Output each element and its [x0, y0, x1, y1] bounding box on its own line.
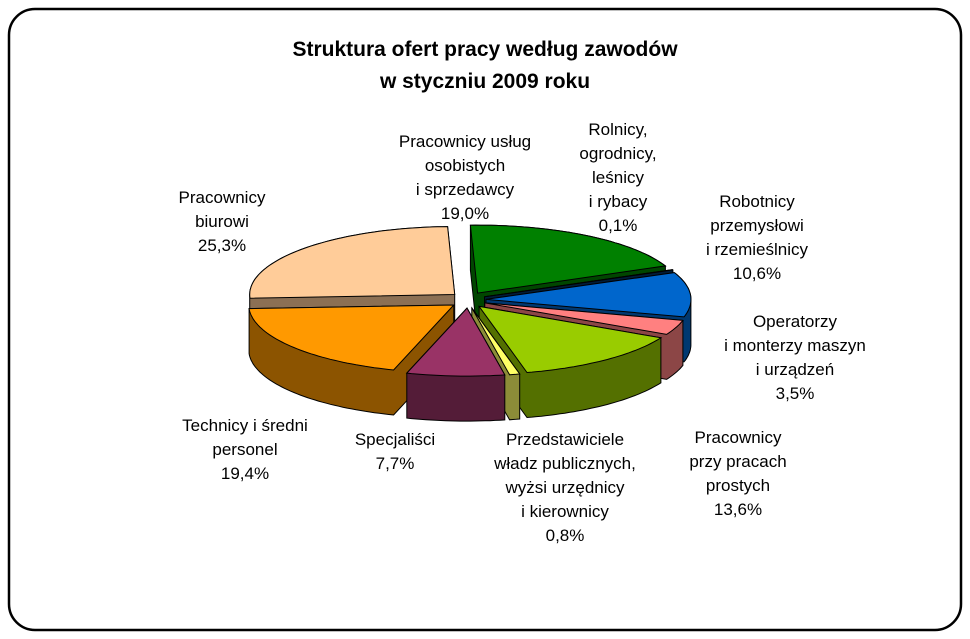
slice-top [405, 307, 506, 377]
category-label: Pracownicy usług osobistych i sprzedawcy [398, 132, 532, 199]
chart-title: Struktura ofert pracy według zawodów w s… [292, 38, 678, 93]
category-label: Operatorzy i monterzy maszyn i urządzeń [724, 312, 866, 379]
slice-top [469, 224, 667, 294]
category-label: Pracownicy biurowi [178, 188, 266, 231]
slice-top [484, 302, 684, 335]
value-label: 3,5% [775, 384, 815, 403]
slice-top [485, 272, 692, 318]
slice-label: Rolnicy, ogrodnicy, leśnicy i rybacy 0,1% [498, 118, 738, 238]
slice-label: Robotnicy przemysłowi i rzemieślnicy 10,6… [637, 190, 877, 286]
category-label: Specjaliści [354, 430, 436, 449]
slice-label: Specjaliści 7,7% [275, 428, 515, 476]
category-label: Robotnicy przemysłowi i rzemieślnicy [705, 192, 809, 259]
slice-label: Przedstawiciele władz publicznych, wyżsi… [445, 428, 685, 548]
slice-label: Pracownicy usług osobistych i sprzedawcy… [345, 130, 585, 226]
value-label: 13,6% [713, 500, 763, 519]
category-label: Pracownicy przy pracach prostych [689, 428, 787, 495]
value-label: 19,0% [440, 204, 490, 223]
slice-top [248, 304, 455, 371]
value-label: 0,1% [598, 216, 638, 235]
pie-slice [405, 307, 506, 422]
slice-top [477, 305, 663, 374]
value-label: 19,4% [220, 464, 270, 483]
category-label: Przedstawiciele władz publicznych, wyżsi… [494, 430, 636, 521]
value-label: 0,8% [545, 526, 585, 545]
slice-top [471, 307, 521, 376]
value-label: 7,7% [375, 454, 415, 473]
pie-slice [477, 305, 663, 419]
pie-slice [248, 304, 455, 416]
slice-label: Operatorzy i monterzy maszyn i urządzeń 3… [675, 310, 915, 406]
slice-top [484, 269, 674, 298]
slice-top [249, 226, 456, 299]
slice-label: Pracownicy przy pracach prostych 13,6% [618, 426, 858, 522]
slice-label: Technicy i średni personel 19,4% [125, 414, 365, 486]
value-label: 10,6% [732, 264, 782, 283]
value-label: 25,3% [197, 236, 247, 255]
slice-label: Pracownicy biurowi 25,3% [102, 186, 342, 258]
category-label: Rolnicy, ogrodnicy, leśnicy i rybacy [579, 120, 657, 211]
category-label: Technicy i średni personel [182, 416, 308, 459]
